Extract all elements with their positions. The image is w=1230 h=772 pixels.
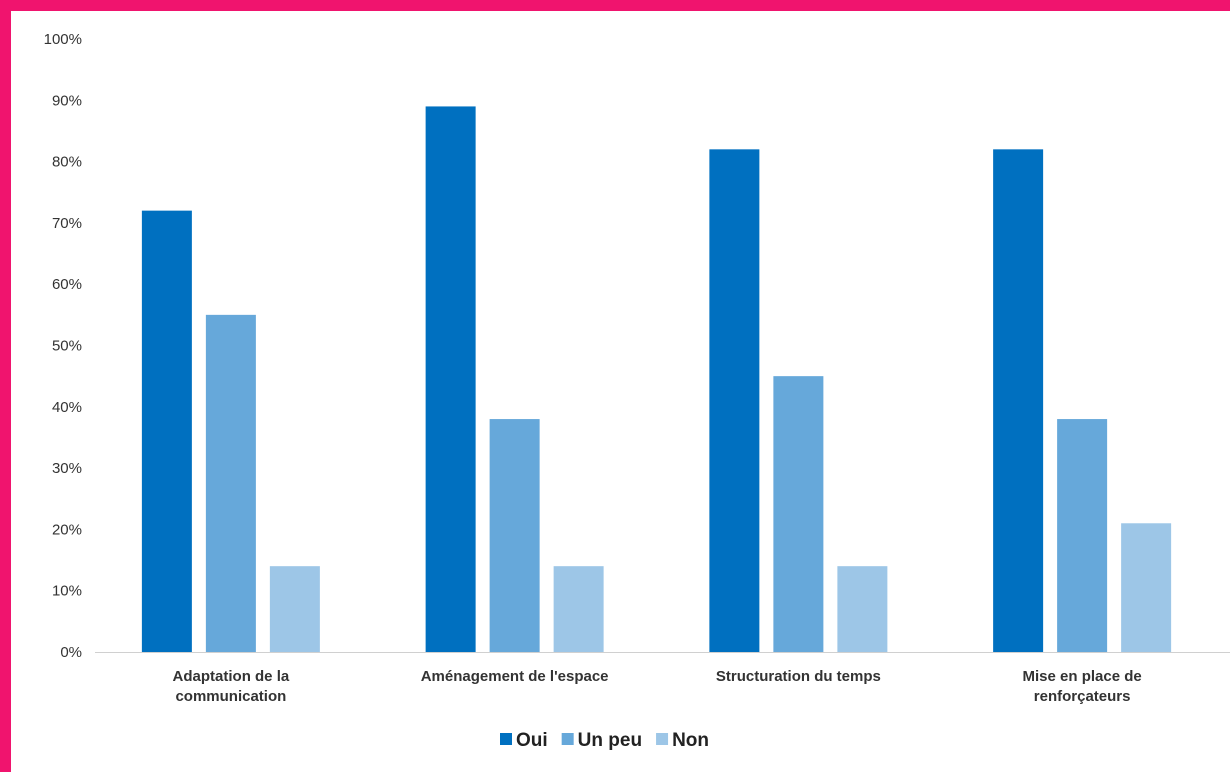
legend-item-un-peu: Un peu: [561, 730, 642, 751]
category-label: Mise en place de renforçateurs: [1023, 668, 1142, 705]
bar-oui: [141, 210, 192, 652]
category-label: Adaptation de la communication: [173, 668, 290, 705]
bar-non: [837, 566, 888, 652]
y-tick-label: 10%: [52, 583, 82, 600]
legend-label: Un peu: [578, 730, 642, 751]
bar-un-peu: [1057, 419, 1108, 652]
bar-oui: [709, 149, 760, 652]
legend-swatch: [656, 733, 669, 745]
bar-non: [553, 566, 604, 652]
legend-swatch: [561, 733, 574, 745]
y-tick-label: 90%: [52, 92, 82, 109]
bar-oui: [993, 149, 1044, 652]
y-axis: 0% 10% 20% 30% 40% 50% 60% 70% 80% 90% 100%: [44, 31, 82, 661]
y-tick-label: 50%: [52, 338, 82, 355]
legend-label: Oui: [516, 730, 548, 751]
bars: [141, 106, 1172, 653]
bar-un-peu: [205, 314, 256, 652]
y-tick-label: 0%: [60, 644, 82, 661]
bar-non: [269, 566, 320, 652]
y-tick-label: 80%: [52, 154, 82, 171]
y-tick-label: 60%: [52, 276, 82, 293]
x-axis: Adaptation de la communication Aménagement…: [173, 668, 1142, 705]
y-tick-label: 40%: [52, 399, 82, 416]
legend-label: Non: [672, 730, 709, 751]
y-tick-label: 100%: [44, 31, 82, 48]
y-tick-label: 70%: [52, 215, 82, 232]
legend-item-non: Non: [656, 730, 709, 751]
legend-swatch: [500, 733, 512, 745]
bar-non: [1121, 523, 1172, 652]
legend-item-oui: Oui: [500, 730, 548, 751]
category-label: Aménagement de l'espace: [421, 668, 609, 685]
bar-oui: [425, 106, 476, 653]
legend: Oui Un peu Non: [500, 730, 709, 751]
bar-un-peu: [489, 419, 540, 652]
bar-un-peu: [773, 376, 824, 652]
category-label: Structuration du temps: [716, 668, 881, 685]
y-tick-label: 30%: [52, 460, 82, 477]
y-tick-label: 20%: [52, 521, 82, 538]
